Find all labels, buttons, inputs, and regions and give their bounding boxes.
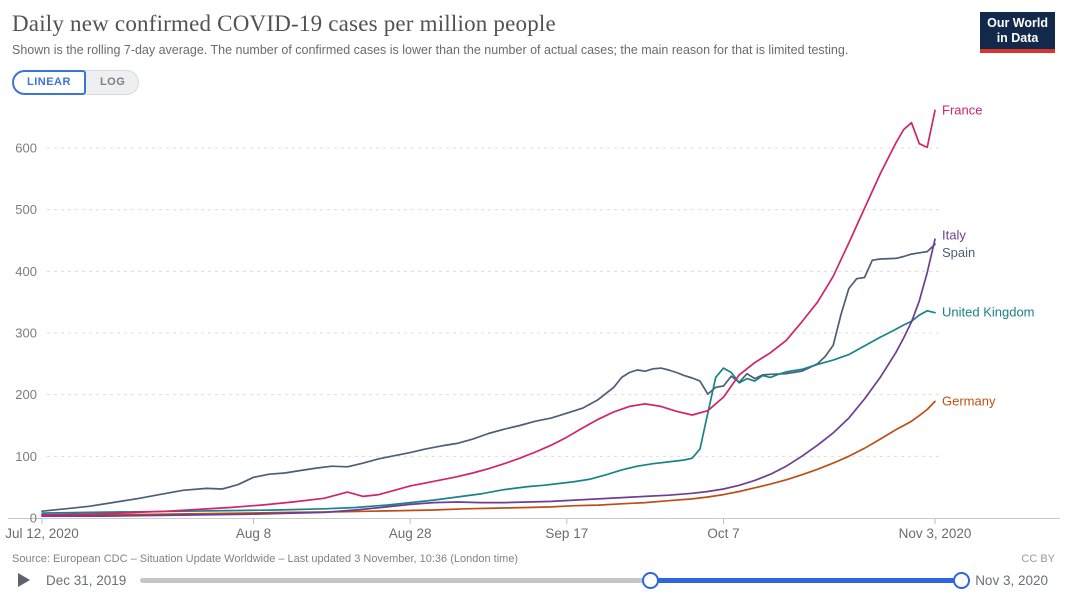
y-axis-label-500: 500	[15, 202, 37, 217]
linear-button[interactable]: LINEAR	[12, 70, 86, 95]
x-axis-label: Jul 12, 2020	[5, 526, 79, 541]
y-axis-label-400: 400	[15, 264, 37, 279]
source-text: Source: European CDC – Situation Update …	[12, 553, 519, 565]
timeline-start-label: Dec 31, 2019	[46, 572, 127, 588]
x-axis-label: Aug 8	[236, 526, 271, 541]
series-line-spain[interactable]	[41, 243, 936, 513]
timeline-handle-start[interactable]	[642, 571, 660, 589]
x-axis-label: Oct 7	[707, 526, 739, 541]
x-axis-label: Aug 28	[389, 526, 432, 541]
timeline-selected-range[interactable]	[650, 577, 962, 583]
owid-logo-line2: in Data	[996, 31, 1039, 45]
timeline-controls: Dec 31, 2019 Nov 3, 2020	[0, 571, 1068, 589]
license-text[interactable]: CC BY	[1021, 553, 1055, 565]
log-button[interactable]: LOG	[83, 70, 140, 95]
series-label-italy[interactable]: Italy	[942, 227, 966, 242]
series-line-france[interactable]	[41, 109, 936, 516]
page-title: Daily new confirmed COVID-19 cases per m…	[12, 11, 556, 36]
owid-logo[interactable]: Our World in Data	[980, 12, 1055, 53]
y-axis-label-200: 200	[15, 387, 37, 402]
timeline-handle-end[interactable]	[952, 571, 970, 589]
series-line-germany[interactable]	[41, 400, 936, 517]
line-chart[interactable]: 0 100 200 300 400 500 600 Jul 12, 2020 Aug 8 Aug …	[0, 97, 1068, 549]
series-label-spain[interactable]: Spain	[942, 245, 975, 260]
play-button[interactable]	[18, 572, 34, 588]
play-icon	[18, 573, 30, 587]
x-axis-label: Sep 17	[545, 526, 588, 541]
timeline-track[interactable]	[140, 571, 970, 589]
y-axis-label-100: 100	[15, 449, 37, 464]
chart-header: Daily new confirmed COVID-19 cases per m…	[0, 0, 1068, 58]
series-label-germany[interactable]: Germany	[942, 393, 996, 408]
scale-toggle: LINEAR LOG	[12, 70, 140, 95]
x-axis-label: Nov 3, 2020	[899, 526, 972, 541]
owid-logo-line1: Our World	[987, 16, 1048, 30]
series-line-united-kingdom[interactable]	[41, 309, 936, 514]
y-axis-label-0: 0	[30, 511, 37, 526]
series-label-france[interactable]: France	[942, 102, 982, 117]
y-axis-label-600: 600	[15, 141, 37, 156]
series-line-italy[interactable]	[41, 238, 936, 517]
series-label-united-kingdom[interactable]: United Kingdom	[942, 305, 1035, 320]
y-axis-label-300: 300	[15, 326, 37, 341]
footer: Source: European CDC – Situation Update …	[0, 549, 1068, 565]
page-subtitle: Shown is the rolling 7-day average. The …	[12, 43, 849, 57]
timeline-end-label: Nov 3, 2020	[975, 572, 1048, 588]
